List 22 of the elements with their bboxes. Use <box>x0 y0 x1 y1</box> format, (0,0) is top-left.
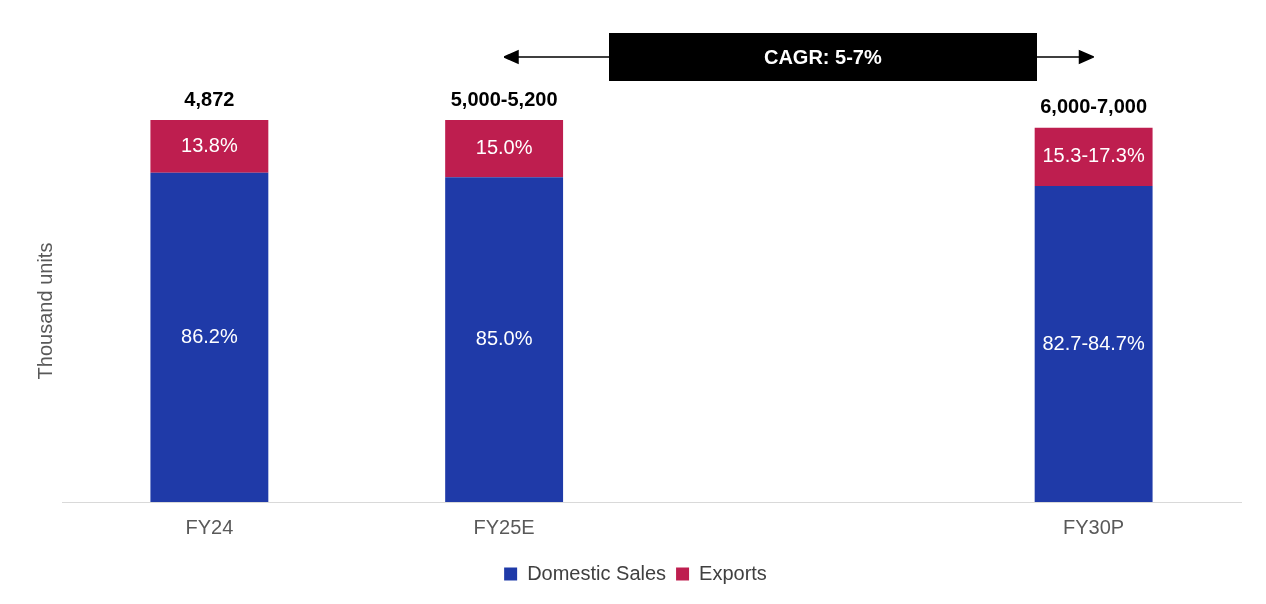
data-label: 15.3-17.3% <box>1042 144 1145 167</box>
x-tick-label: FY30P <box>1063 515 1125 538</box>
data-label: 86.2% <box>181 324 238 347</box>
y-axis-title: Thousand units <box>33 242 56 380</box>
annotation: 5,000-5,200 <box>450 87 558 110</box>
bar <box>150 120 269 173</box>
legend-label: Exports <box>699 561 767 584</box>
bar <box>1034 186 1153 502</box>
data-label: 82.7-84.7% <box>1042 331 1145 354</box>
bar <box>445 120 564 178</box>
bar <box>445 177 564 502</box>
bar <box>1034 127 1153 187</box>
annotation: 4,872 <box>184 87 235 110</box>
data-label: 15.0% <box>475 136 533 159</box>
data-label: 85.0% <box>475 327 533 350</box>
legend-label: Domestic Sales <box>527 561 667 584</box>
x-tick-label: FY25E <box>473 515 535 538</box>
x-tick-label: FY24 <box>185 515 234 538</box>
data-label: 13.8% <box>181 133 238 156</box>
bar <box>150 172 269 502</box>
annotation: 6,000-7,000 <box>1040 95 1148 118</box>
text: CAGR: 5-7% <box>609 33 1037 81</box>
